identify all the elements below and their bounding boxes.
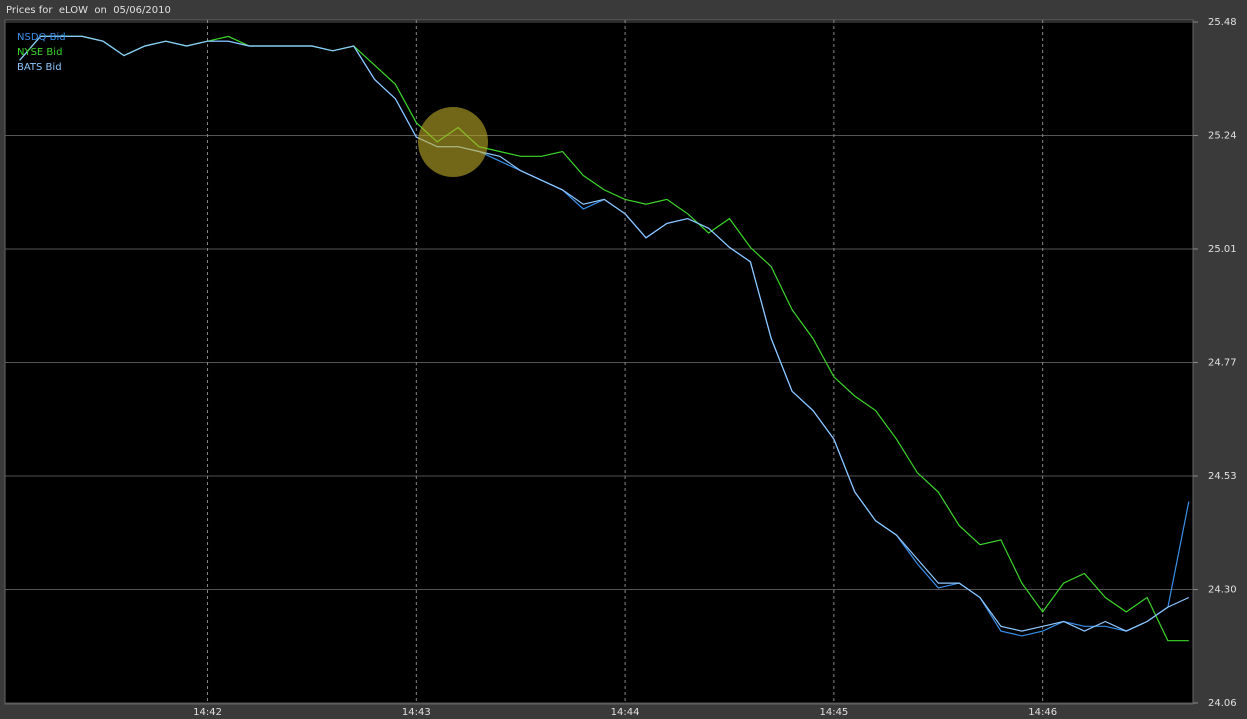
y-tick-label: 24.77 [1208, 358, 1237, 369]
y-tick-label: 25.48 [1208, 17, 1237, 28]
y-tick-label: 24.53 [1208, 471, 1237, 482]
x-tick-label: 14:46 [1028, 707, 1057, 718]
y-tick-label: 24.30 [1208, 584, 1237, 595]
x-tick-label: 14:42 [193, 707, 222, 718]
highlight [418, 107, 488, 177]
x-tick-label: 14:44 [611, 707, 640, 718]
series-line [19, 35, 1190, 632]
legend: NSDQ Bid NYSE Bid BATS Bid [17, 32, 66, 73]
lines [19, 35, 1190, 642]
series-line [19, 35, 1189, 642]
legend-entry: NSDQ Bid [17, 32, 66, 43]
legend-entry: NYSE Bid [17, 47, 62, 58]
y-tick-label: 25.24 [1208, 131, 1237, 142]
grid: 24.06 24.30 24.53 24.77 25.01 25.24 25.48 14:42… [5, 17, 1237, 718]
legend-entry: BATS Bid [17, 62, 62, 73]
y-tick-label: 24.06 [1208, 698, 1237, 709]
x-tick-label: 14:45 [819, 707, 848, 718]
x-tick-label: 14:43 [402, 707, 431, 718]
chart-title: Prices for eLOW on 05/06/2010 [6, 5, 171, 16]
y-tick-label: 25.01 [1208, 244, 1237, 255]
